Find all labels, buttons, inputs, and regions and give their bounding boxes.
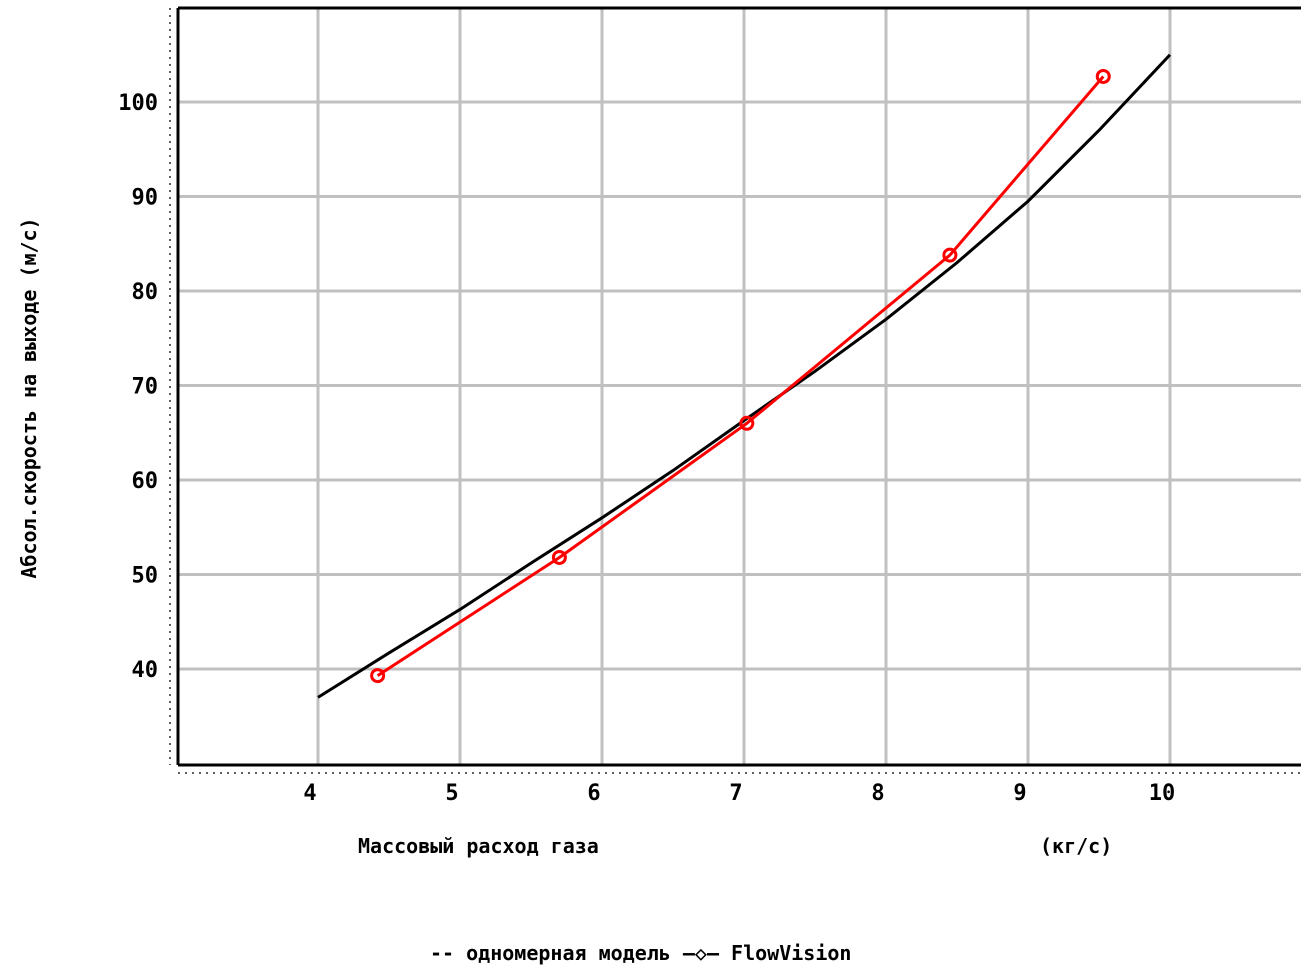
flowvision-point-3	[739, 415, 755, 431]
x-tick-label-10: 10	[1149, 781, 1176, 806]
x-tick-label-6: 6	[587, 781, 600, 806]
y-tick-label-50: 50	[132, 564, 159, 589]
x-axis-unit: (кг/с)	[1040, 834, 1112, 858]
y-tick-label-90: 90	[132, 186, 159, 211]
series-line-one-dimensional-model	[317, 53, 1172, 699]
series-line-flowvision	[376, 75, 1105, 677]
x-tick-label-5: 5	[445, 781, 458, 806]
flowvision-point-5	[1095, 68, 1111, 84]
legend: -- одномерная модель –◇– FlowVision	[430, 941, 851, 965]
x-tick-label-7: 7	[729, 781, 742, 806]
flowvision-point-1	[370, 668, 386, 684]
x-tick-label-4: 4	[303, 781, 316, 806]
flowvision-point-4	[942, 247, 958, 263]
y-axis-title: Абсол.скорость на выходе (м/с)	[17, 217, 41, 578]
y-tick-label-70: 70	[132, 375, 159, 400]
x-tick-labels: 4 5 6 7 8 9 10	[303, 781, 1175, 806]
y-tick-label-80: 80	[132, 280, 159, 305]
series-group	[317, 53, 1172, 699]
y-tick-labels: 40 50 60 70 80 90 100	[118, 91, 158, 683]
x-tick-label-8: 8	[871, 781, 884, 806]
flowvision-point-2	[551, 549, 567, 565]
x-axis-title: Массовый расход газа	[358, 834, 599, 858]
y-tick-label-40: 40	[132, 658, 159, 683]
y-tick-label-100: 100	[118, 91, 158, 116]
y-tick-label-60: 60	[132, 469, 159, 494]
x-tick-label-9: 9	[1013, 781, 1026, 806]
plot-frame	[169, 6, 1301, 774]
